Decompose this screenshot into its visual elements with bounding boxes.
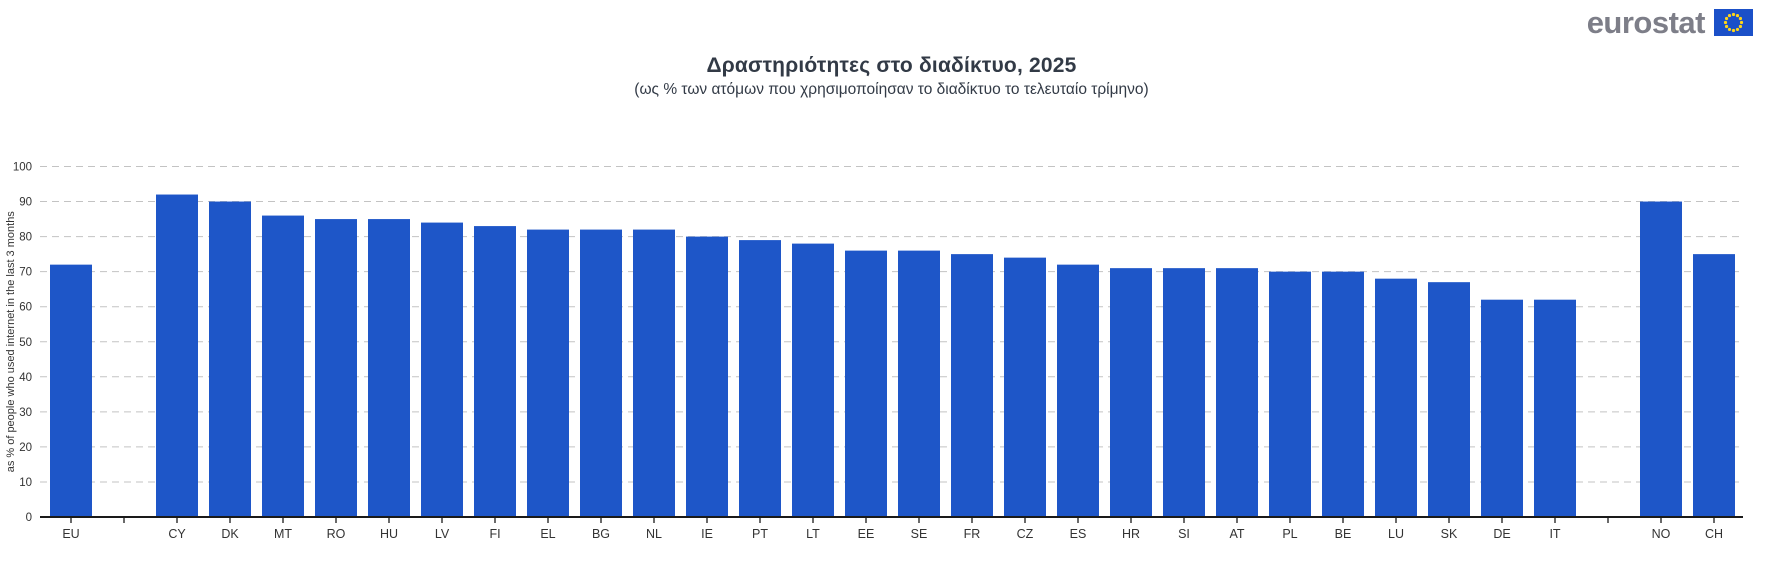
x-axis-label-FI: FI [489,527,500,541]
bar-CZ[interactable] [1004,257,1046,517]
bar-EE[interactable] [845,250,887,517]
bar-RO[interactable] [315,219,357,517]
eu-flag-star [1723,20,1728,25]
x-axis-label-HR: HR [1122,527,1140,541]
x-axis-label-HU: HU [380,527,398,541]
bar-CH[interactable] [1693,254,1735,517]
bar-PT[interactable] [739,240,781,518]
x-axis-label-FR: FR [964,527,981,541]
x-axis-label-ES: ES [1070,527,1087,541]
bar-HU[interactable] [368,219,410,517]
x-axis-label-CZ: CZ [1017,527,1034,541]
x-axis-label-PL: PL [1282,527,1297,541]
x-axis-label-LT: LT [806,527,820,541]
x-axis-label-CY: CY [168,527,186,541]
eu-flag-star [1739,20,1744,25]
eu-flag-star [1738,24,1743,29]
y-axis-label-20: 20 [19,442,32,454]
bar-EU[interactable] [50,264,92,517]
chart-title: Δραστηριότητες στο διαδίκτυο, 2025 [706,54,1077,77]
y-axis-label-30: 30 [19,407,32,419]
y-axis-label-90: 90 [19,197,32,209]
bar-BE[interactable] [1322,271,1364,517]
eu-flag-star [1738,16,1743,21]
y-axis-label-0: 0 [26,512,32,524]
bar-HR[interactable] [1110,268,1152,517]
eurostat-logo-text: eurostat [1586,5,1706,40]
bar-MT[interactable] [262,215,304,517]
bar-SE[interactable] [898,250,940,517]
eu-flag-star [1731,12,1736,17]
eu-flag-star [1735,27,1740,32]
eu-flag-star [1731,28,1736,33]
y-axis-label-70: 70 [19,267,32,279]
x-axis-label-EE: EE [858,527,875,541]
bar-LV[interactable] [421,222,463,517]
bar-CY[interactable] [156,194,198,518]
y-axis-label-60: 60 [19,302,32,314]
y-axis-label-50: 50 [19,337,32,349]
bar-DK[interactable] [209,201,251,518]
x-axis-label-SI: SI [1178,527,1190,541]
bar-LU[interactable] [1375,278,1417,517]
y-axis-label-80: 80 [19,232,32,244]
x-axis-label-LV: LV [435,527,450,541]
x-axis-label-BE: BE [1335,527,1352,541]
bar-SK[interactable] [1428,282,1470,517]
bar-IT[interactable] [1534,299,1576,517]
bar-FR[interactable] [951,254,993,517]
x-axis-label-RO: RO [327,527,346,541]
eu-flag-star [1735,13,1740,18]
bar-LT[interactable] [792,243,834,518]
x-axis-label-BG: BG [592,527,610,541]
bar-NO[interactable] [1640,201,1682,518]
x-axis-label-CH: CH [1705,527,1723,541]
bar-DE[interactable] [1481,299,1523,517]
x-axis-label-SE: SE [911,527,928,541]
bar-BG[interactable] [580,229,622,517]
x-axis-label-DK: DK [221,527,239,541]
eu-flag-icon [1714,9,1753,36]
x-axis-label-SK: SK [1441,527,1458,541]
x-axis-label-MT: MT [274,527,292,541]
bar-AT[interactable] [1216,268,1258,517]
x-axis-label-NL: NL [646,527,662,541]
x-axis-label-EL: EL [540,527,555,541]
y-axis-label-100: 100 [13,162,32,174]
y-axis-label-40: 40 [19,372,32,384]
bar-IE[interactable] [686,236,728,517]
eu-flag-star [1724,16,1729,21]
x-axis-label-LU: LU [1388,527,1404,541]
x-axis-label-IE: IE [701,527,713,541]
chart-subtitle: (ως % των ατόμων που χρησιμοποίησαν το δ… [634,81,1149,98]
bar-EL[interactable] [527,229,569,517]
y-axis-label-10: 10 [19,477,32,489]
eu-flag-star [1724,24,1729,29]
eu-flag-star [1727,27,1732,32]
bar-NL[interactable] [633,229,675,517]
x-axis-label-DE: DE [1493,527,1510,541]
bar-PL[interactable] [1269,271,1311,517]
bar-SI[interactable] [1163,268,1205,517]
x-axis-label-PT: PT [752,527,768,541]
x-axis-label-EU: EU [62,527,79,541]
bar-ES[interactable] [1057,264,1099,517]
eu-flag-star [1727,13,1732,18]
x-axis-label-AT: AT [1229,527,1244,541]
x-axis-label-NO: NO [1652,527,1671,541]
y-axis-title: as % of people who used internet in the … [5,211,17,473]
eurostat-logo: eurostat [1587,7,1753,38]
bar-FI[interactable] [474,226,516,517]
x-axis-label-IT: IT [1549,527,1560,541]
